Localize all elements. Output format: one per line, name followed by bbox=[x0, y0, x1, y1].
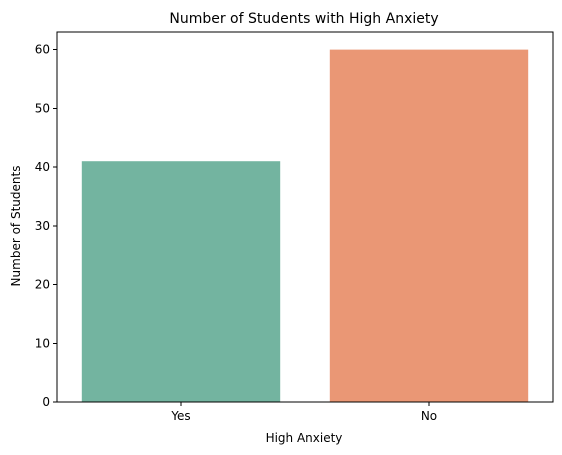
x-tick-label: No bbox=[421, 409, 437, 423]
y-tick-label: 10 bbox=[35, 336, 50, 350]
y-tick-label: 50 bbox=[35, 101, 50, 115]
chart-title: Number of Students with High Anxiety bbox=[169, 11, 438, 27]
bar-no bbox=[329, 49, 529, 402]
x-tick-label: Yes bbox=[170, 409, 190, 423]
y-tick-label: 30 bbox=[35, 219, 50, 233]
y-axis-label: Number of Students bbox=[9, 166, 23, 287]
bar-yes bbox=[81, 161, 281, 402]
x-axis-ticks: Yes No bbox=[170, 402, 437, 423]
x-axis-label: High Anxiety bbox=[266, 431, 343, 445]
y-tick-label: 20 bbox=[35, 278, 50, 292]
y-tick-label: 0 bbox=[42, 395, 50, 409]
y-tick-label: 40 bbox=[35, 160, 50, 174]
y-axis-ticks: 0 10 20 30 40 50 60 bbox=[35, 43, 57, 409]
plot-frame bbox=[56, 31, 554, 403]
bars-group bbox=[81, 49, 529, 402]
y-tick-label: 60 bbox=[35, 43, 50, 57]
